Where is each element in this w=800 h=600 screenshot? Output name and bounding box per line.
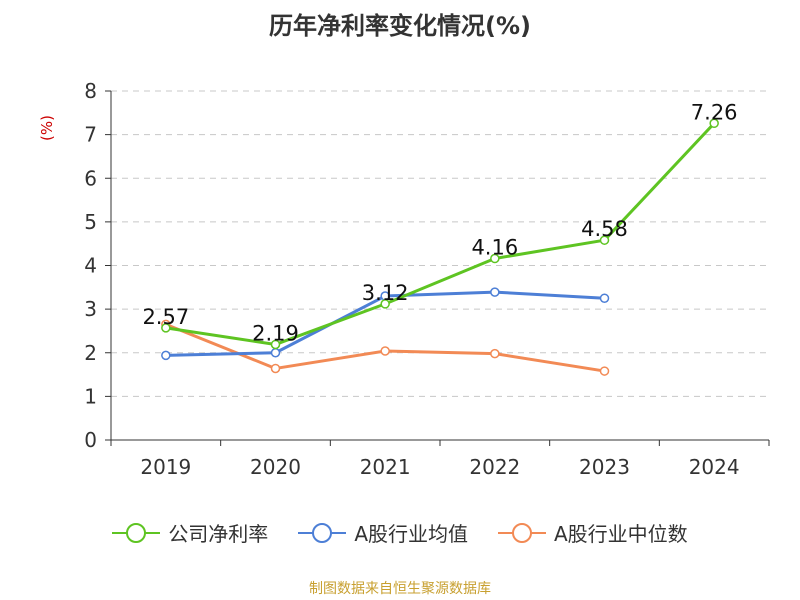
x-tick-label: 2023 [579,455,630,479]
series-line [165,122,716,346]
legend-label: A股行业中位数 [554,522,688,546]
legend-item[interactable]: A股行业均值 [298,518,468,547]
y-tick-label: 4 [84,254,97,278]
data-point [709,118,719,129]
tick-labels: 0 1 2 3 4 5 6 7 8 2019 2020 2021 2022 2023 2024 [84,79,739,479]
data-point [161,350,171,361]
y-tick-label: 7 [84,123,97,147]
series-layer [161,118,719,376]
data-point [270,348,281,358]
data-label: 3.12 [362,281,409,305]
data-point [161,323,171,333]
legend-label: A股行业均值 [354,522,468,546]
y-tick-label: 1 [84,384,97,408]
data-label: 4.58 [581,217,628,241]
x-tick-label: 2021 [360,455,411,479]
y-tick-label: 5 [84,210,97,234]
legend: 公司净利率 A股行业均值 A股行业中位数 [0,518,800,547]
y-tick-label: 6 [84,166,97,190]
data-point [599,293,610,303]
y-tick-label: 0 [84,428,97,452]
grid-lines [111,90,769,397]
legend-swatch-icon [298,521,347,545]
legend-label: 公司净利率 [168,522,269,546]
y-axis-label: (%) [38,115,56,141]
data-point [270,363,281,374]
y-tick-label: 3 [84,297,97,321]
chart-title: 历年净利率变化情况(%) [269,12,531,40]
data-point [599,235,610,245]
data-label: 2.19 [252,321,299,345]
data-labels: 2.57 2.19 3.12 4.16 4.58 7.26 [142,100,737,345]
data-point [490,253,500,264]
data-point [380,346,390,356]
legend-item[interactable]: A股行业中位数 [498,518,688,547]
data-label: 4.16 [471,236,518,260]
legend-item[interactable]: 公司净利率 [112,518,268,547]
axes [105,90,770,446]
x-tick-label: 2024 [689,455,740,479]
data-point [490,348,500,359]
x-tick-label: 2022 [469,455,520,479]
legend-swatch-icon [498,521,546,545]
legend-swatch-icon [112,521,161,545]
data-point [270,339,281,350]
x-tick-label: 2019 [140,455,191,479]
data-point [490,287,500,297]
data-label: 2.57 [142,305,189,329]
data-point [380,299,390,309]
data-label: 7.26 [691,100,738,124]
y-tick-label: 8 [84,79,97,103]
x-tick-label: 2020 [250,455,301,479]
data-point [599,366,610,376]
source-note: 制图数据来自恒生聚源数据库 [309,581,491,597]
y-tick-label: 2 [84,341,97,365]
